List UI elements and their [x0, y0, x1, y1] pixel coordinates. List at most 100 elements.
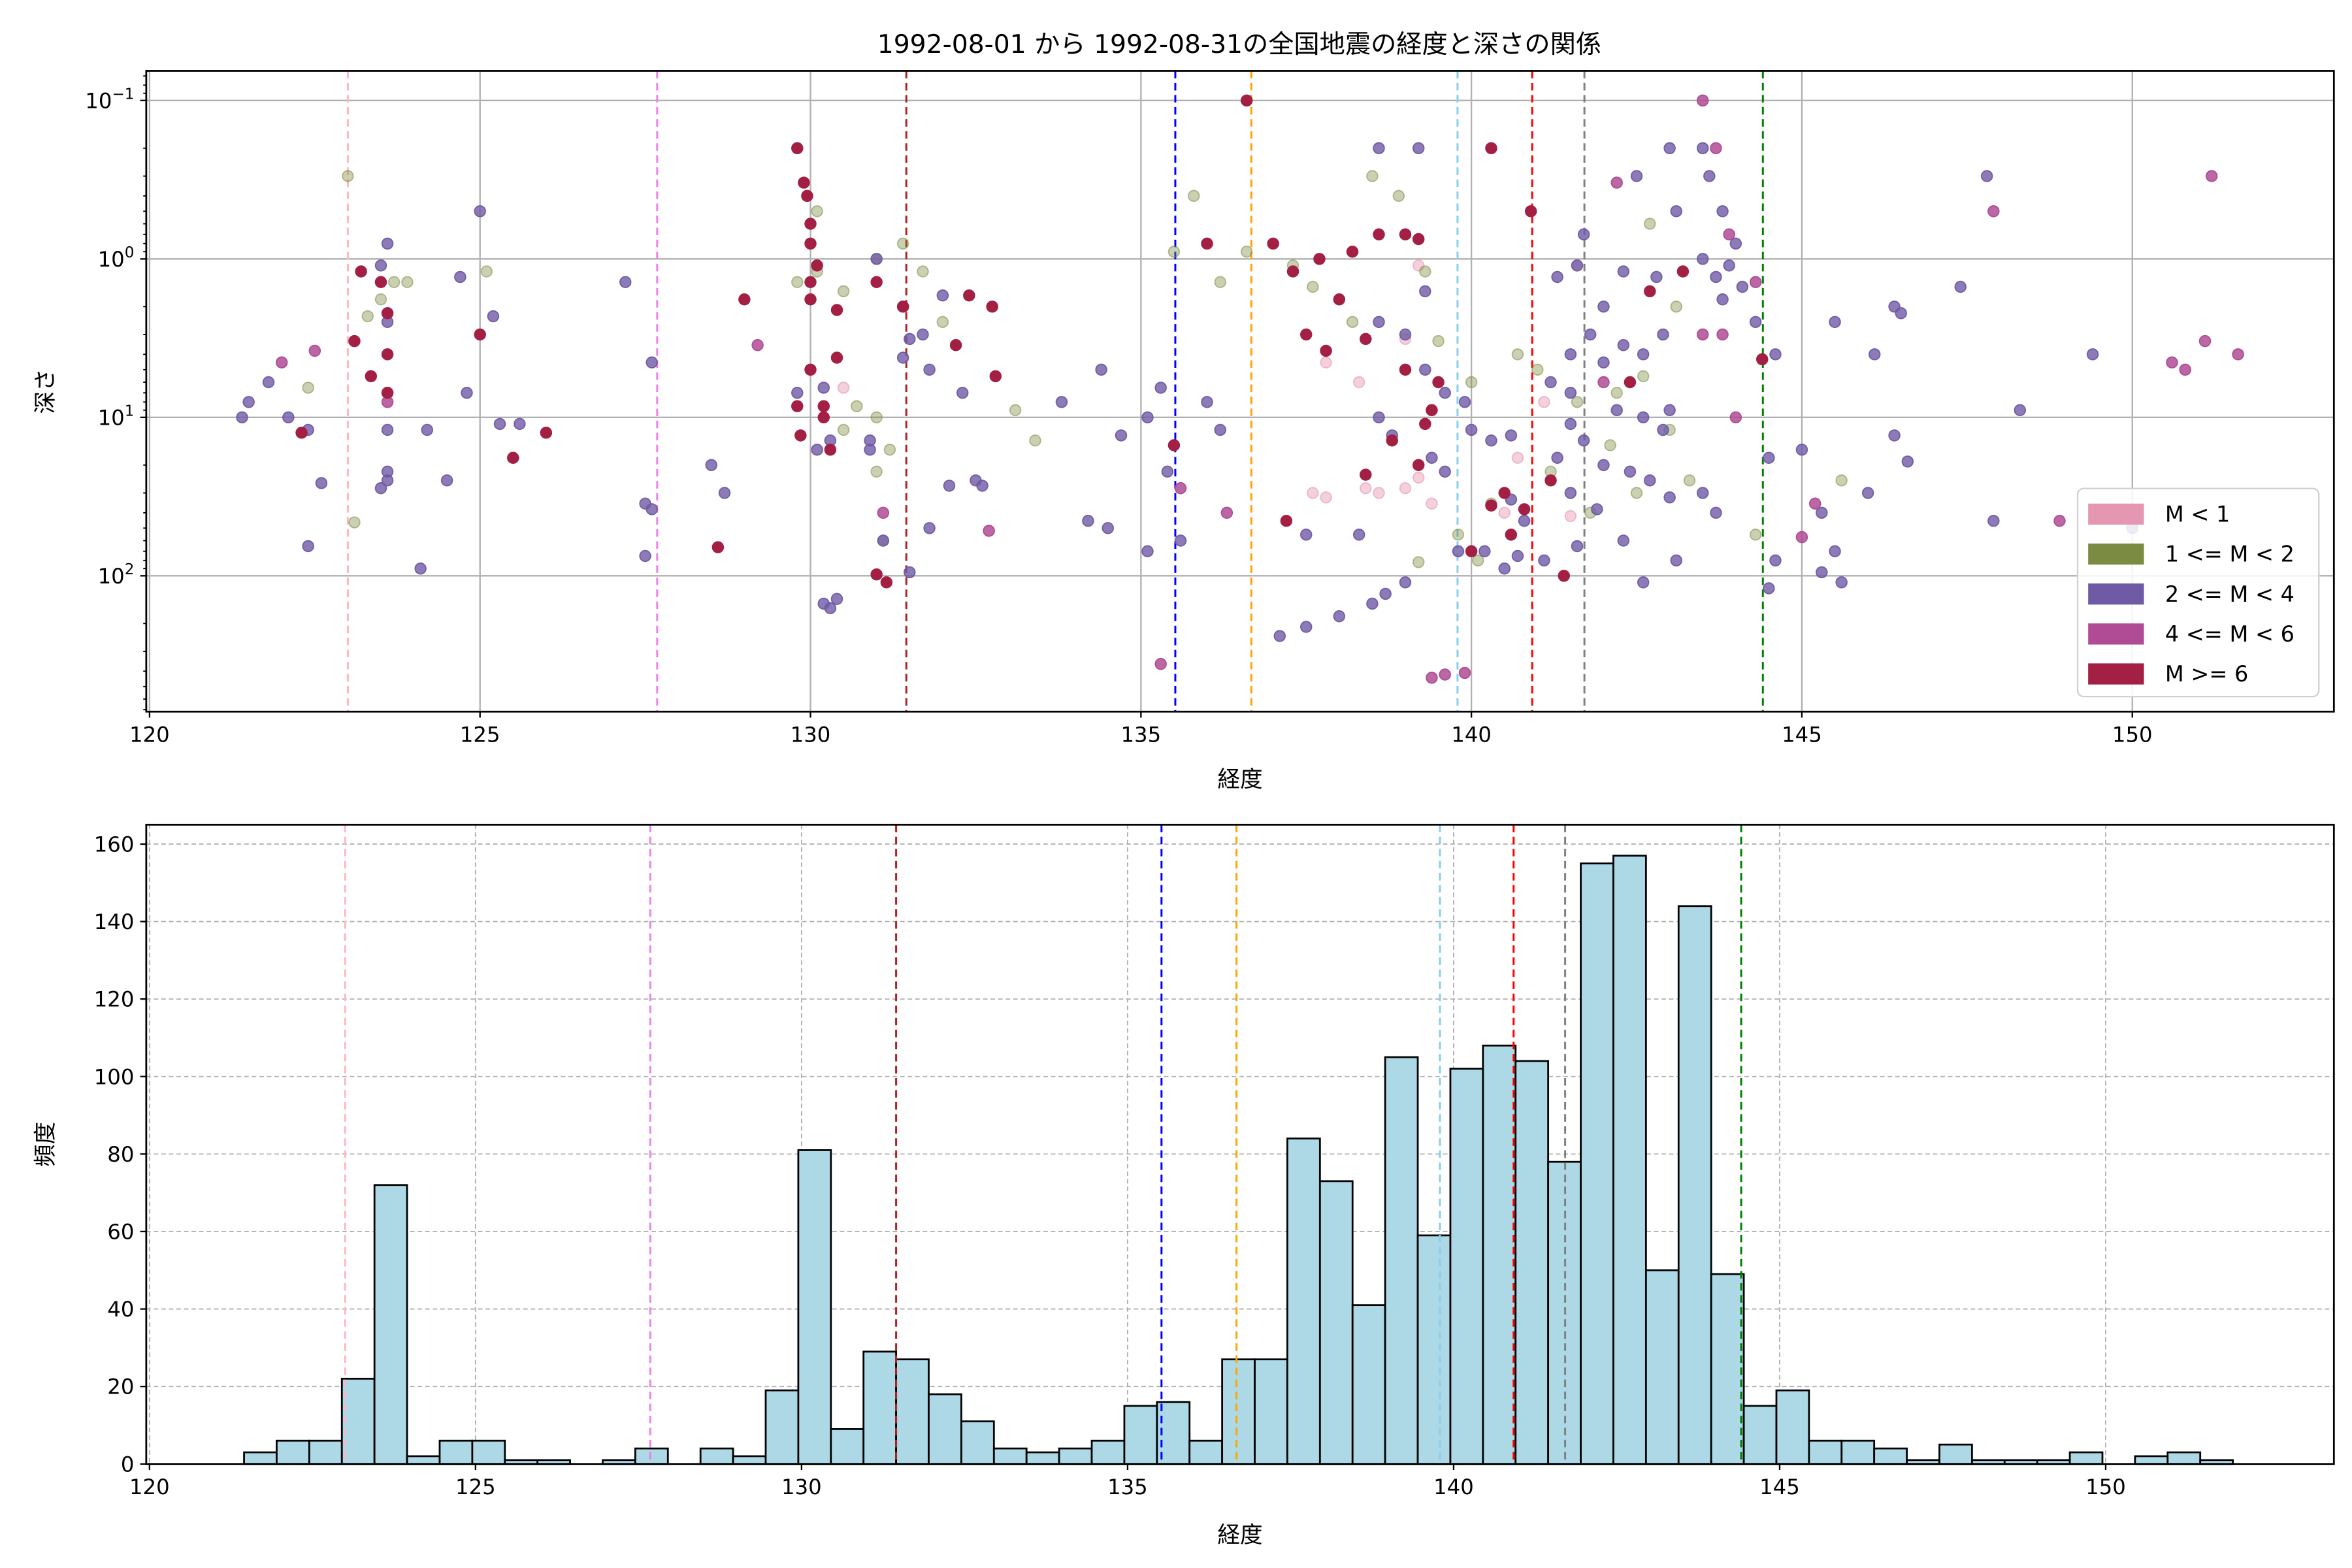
- scatter-point: [236, 411, 248, 424]
- scatter-point: [2179, 363, 2191, 376]
- scatter-point: [917, 328, 929, 341]
- scatter-point: [1352, 529, 1365, 541]
- scatter-point: [474, 328, 486, 341]
- x-tick-label: 125: [455, 1475, 496, 1499]
- histogram-bar: [1058, 1447, 1093, 1465]
- scatter-point: [1657, 423, 1669, 436]
- y-tick-exponent: 0: [125, 244, 135, 261]
- chart-title: 1992-08-01 から 1992-08-31の全国地震の経度と深さの関係: [877, 30, 1601, 59]
- scatter-point: [1485, 142, 1497, 155]
- scatter-point: [1439, 465, 1451, 478]
- scatter-point: [1835, 474, 1848, 487]
- scatter-point: [1273, 630, 1286, 642]
- scatter-point: [817, 411, 830, 424]
- scatter-point: [1419, 363, 1431, 376]
- scatter-point: [2166, 356, 2178, 368]
- scatter-point: [401, 276, 414, 288]
- scatter-point: [804, 293, 817, 306]
- y-tick-label: 10−1: [85, 86, 134, 114]
- histogram-bar: [1318, 1180, 1354, 1465]
- histogram-bar: [1677, 905, 1712, 1465]
- scatter-point: [1115, 429, 1128, 442]
- histogram-bar: [1384, 1056, 1419, 1465]
- histogram-bar: [1351, 1304, 1386, 1465]
- scatter-point: [1624, 376, 1637, 389]
- histogram-bar: [960, 1420, 995, 1465]
- scatter-point: [1571, 396, 1584, 408]
- histogram-bar: [1416, 1234, 1452, 1465]
- scatter-point: [1174, 534, 1187, 547]
- scatter-point: [1360, 333, 1372, 346]
- legend-label: M < 1: [2165, 501, 2230, 527]
- scatter-point: [837, 382, 850, 394]
- scatter-point: [1518, 503, 1531, 515]
- scatter-point: [1749, 276, 1762, 288]
- legend-swatch: [2088, 623, 2144, 645]
- scatter-point: [282, 411, 295, 424]
- scatter-point: [1710, 142, 1722, 155]
- scatter-point: [1861, 487, 1874, 499]
- scatter-point: [1286, 265, 1299, 278]
- scatter-point: [1412, 459, 1425, 472]
- histogram-bar: [895, 1358, 930, 1465]
- legend-label: 4 <= M < 6: [2165, 621, 2295, 647]
- scatter-point: [976, 480, 988, 492]
- x-tick-label: 145: [1759, 1475, 1800, 1499]
- scatter-point: [1901, 455, 1914, 468]
- scatter-point: [1544, 376, 1557, 389]
- scatter-point: [1644, 474, 1656, 487]
- scatter-point: [540, 427, 553, 439]
- histogram-bar: [438, 1439, 474, 1465]
- scatter-point: [1485, 434, 1497, 447]
- x-tick-label: 125: [460, 722, 500, 747]
- histogram-bar: [373, 1184, 408, 1465]
- y-axis-label: 深さ: [33, 368, 59, 414]
- scatter-point: [896, 351, 909, 364]
- scatter-point: [381, 307, 394, 319]
- scatter-point: [1729, 237, 1742, 250]
- scatter-point: [1663, 491, 1676, 504]
- scatter-point: [421, 423, 434, 436]
- scatter-point: [1478, 545, 1491, 557]
- x-tick-label: 135: [1107, 1475, 1148, 1499]
- scatter-point: [1399, 576, 1412, 589]
- scatter-point: [1426, 672, 1438, 684]
- scatter-point: [851, 400, 863, 412]
- scatter-point: [2198, 335, 2212, 348]
- histogram-bar: [992, 1447, 1028, 1465]
- scatter-point: [1723, 259, 1735, 272]
- scatter-point: [1696, 253, 1709, 265]
- scatter-point: [1214, 423, 1226, 436]
- scatter-point: [1465, 545, 1478, 557]
- scatter-point: [1412, 142, 1425, 155]
- scatter-point: [1869, 348, 1881, 361]
- scatter-point: [1220, 506, 1233, 519]
- scatter-point: [1458, 666, 1471, 679]
- scatter-point: [1769, 348, 1782, 361]
- scatter-point: [262, 376, 275, 389]
- scatter-point: [1412, 556, 1425, 568]
- scatter-point: [1564, 510, 1577, 523]
- histogram-bar: [1710, 1273, 1745, 1465]
- scatter-point: [493, 417, 506, 431]
- scatter-point: [1082, 515, 1094, 527]
- scatter-point: [1419, 285, 1431, 298]
- scatter-point: [1571, 540, 1584, 553]
- scatter-point: [1452, 545, 1465, 557]
- scatter-point: [1399, 482, 1412, 495]
- legend-label: 1 <= M < 2: [2165, 542, 2295, 567]
- histogram-bar: [797, 1149, 832, 1465]
- scatter-point: [1029, 434, 1041, 447]
- scatter-point: [817, 400, 830, 412]
- scatter-point: [1518, 515, 1531, 527]
- scatter-point: [387, 276, 400, 288]
- histogram-bar: [732, 1455, 767, 1465]
- scatter-point: [824, 444, 837, 456]
- scatter-point: [348, 335, 361, 348]
- y-tick-label: 120: [94, 987, 135, 1012]
- scatter-point: [1987, 515, 2000, 527]
- scatter-point: [880, 576, 893, 589]
- histogram-bar: [1449, 1068, 1484, 1465]
- scatter-point: [645, 356, 658, 368]
- scatter-point: [811, 259, 823, 272]
